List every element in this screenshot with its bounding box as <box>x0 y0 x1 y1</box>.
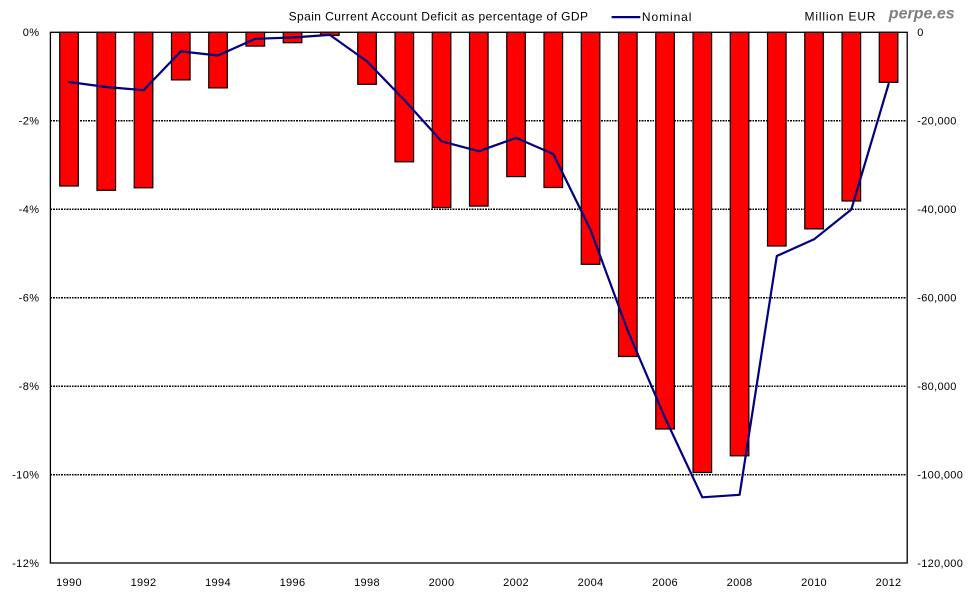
svg-text:perpe.es: perpe.es <box>888 5 955 22</box>
svg-text:-120,000: -120,000 <box>917 558 963 570</box>
svg-text:Million EUR: Million EUR <box>805 10 877 24</box>
svg-text:-6%: -6% <box>19 293 40 305</box>
svg-text:-10%: -10% <box>12 469 39 481</box>
svg-text:1996: 1996 <box>280 577 306 589</box>
svg-text:2002: 2002 <box>503 577 529 589</box>
svg-text:2008: 2008 <box>727 577 753 589</box>
svg-text:-2%: -2% <box>19 116 40 128</box>
svg-text:1994: 1994 <box>205 577 231 589</box>
svg-text:1998: 1998 <box>354 577 380 589</box>
svg-text:2012: 2012 <box>876 577 902 589</box>
svg-text:Spain Current Account Deficit: Spain Current Account Deficit as percent… <box>289 10 589 24</box>
svg-text:-8%: -8% <box>19 381 40 393</box>
svg-text:2000: 2000 <box>429 577 455 589</box>
svg-text:Nominal: Nominal <box>642 10 692 24</box>
svg-text:0: 0 <box>917 27 923 39</box>
svg-text:2010: 2010 <box>801 577 827 589</box>
svg-text:2006: 2006 <box>652 577 678 589</box>
svg-text:2004: 2004 <box>578 577 604 589</box>
svg-text:-20,000: -20,000 <box>917 116 956 128</box>
svg-text:1992: 1992 <box>131 577 157 589</box>
svg-text:0%: 0% <box>23 27 40 39</box>
svg-text:-60,000: -60,000 <box>917 293 956 305</box>
svg-text:-80,000: -80,000 <box>917 381 956 393</box>
svg-text:-12%: -12% <box>12 558 39 570</box>
svg-text:1990: 1990 <box>56 577 82 589</box>
svg-text:-40,000: -40,000 <box>917 204 956 216</box>
svg-text:-100,000: -100,000 <box>917 469 963 481</box>
svg-text:-4%: -4% <box>19 204 40 216</box>
